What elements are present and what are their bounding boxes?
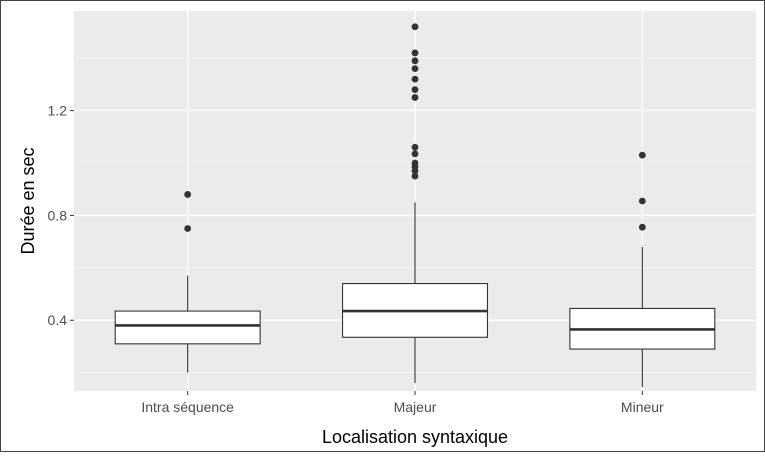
outlier-point bbox=[411, 150, 419, 158]
y-axis-title: Durée en sec bbox=[18, 147, 38, 254]
box-iqr bbox=[114, 310, 261, 345]
outlier-point bbox=[411, 143, 419, 151]
outlier-point bbox=[638, 151, 646, 159]
outlier-point bbox=[638, 197, 646, 205]
outlier-point bbox=[184, 191, 192, 198]
outlier-point bbox=[411, 57, 419, 65]
outlier-point bbox=[411, 86, 419, 94]
y-axis-ticks: 0.4 0.8 1.2 bbox=[48, 103, 74, 328]
box-group bbox=[569, 151, 716, 388]
x-tick-label: Mineur bbox=[621, 399, 664, 415]
outlier-point bbox=[411, 172, 419, 180]
x-axis-title: Localisation syntaxique bbox=[322, 427, 508, 447]
outlier-point bbox=[184, 225, 192, 232]
boxes bbox=[114, 23, 716, 388]
outlier-point bbox=[411, 94, 419, 101]
x-tick-label: Intra séquence bbox=[141, 399, 234, 415]
outlier-point bbox=[411, 49, 419, 57]
outlier-point bbox=[411, 75, 419, 83]
box-group bbox=[114, 191, 261, 373]
outlier-point bbox=[411, 65, 419, 73]
y-tick-label: 1.2 bbox=[48, 103, 68, 119]
x-axis-ticks: Intra séquence Majeur Mineur bbox=[141, 391, 664, 415]
outlier-point bbox=[411, 159, 419, 167]
box-group bbox=[341, 23, 489, 384]
x-tick-label: Majeur bbox=[394, 399, 437, 415]
outlier-point bbox=[638, 223, 646, 231]
y-tick-label: 0.8 bbox=[48, 207, 68, 223]
y-tick-label: 0.4 bbox=[48, 312, 68, 328]
outlier-point bbox=[411, 23, 419, 31]
